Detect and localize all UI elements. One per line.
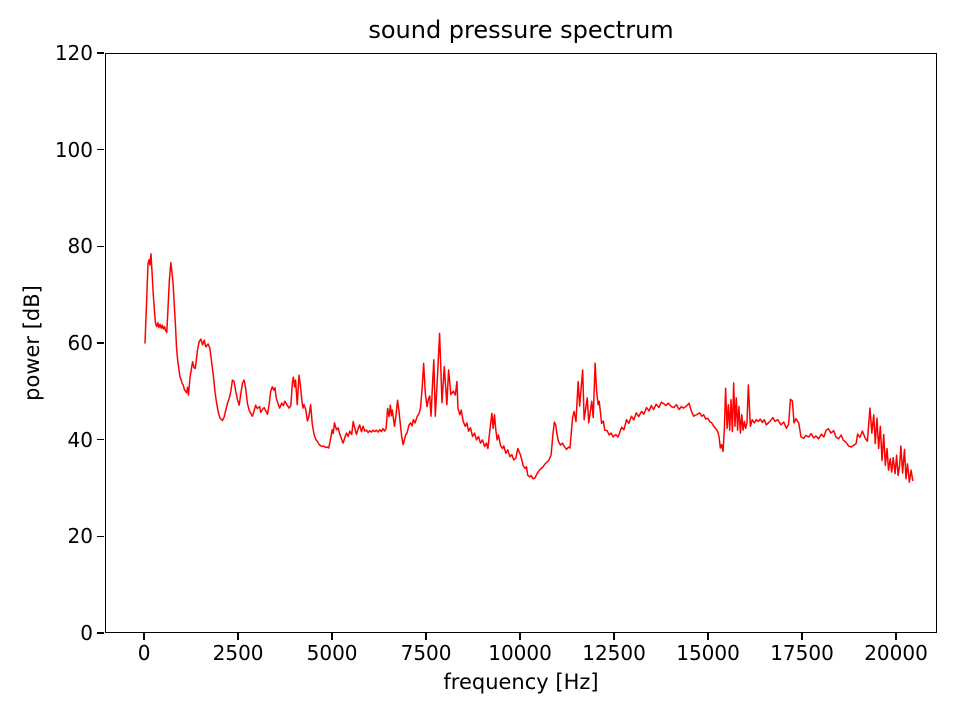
x-tick-mark <box>895 633 897 640</box>
x-tick-mark <box>143 633 145 640</box>
x-tick-label: 2500 <box>212 641 264 665</box>
y-tick-label: 20 <box>67 524 93 549</box>
y-tick-mark <box>97 148 104 151</box>
x-tick-label: 7500 <box>400 641 452 665</box>
plot-canvas <box>144 253 914 483</box>
y-tick-mark <box>97 52 104 54</box>
y-tick-label: 0 <box>80 621 93 645</box>
x-tick-label: 10000 <box>488 641 552 665</box>
x-tick-mark <box>425 633 427 640</box>
y-tick-label: 80 <box>67 234 93 259</box>
y-tick-label: 40 <box>67 427 93 452</box>
x-tick-label: 12500 <box>582 641 646 665</box>
x-tick-label: 5000 <box>306 641 358 665</box>
x-tick-label: 17500 <box>770 641 834 665</box>
x-axis-label: frequency [Hz] <box>443 670 599 694</box>
x-tick-label: 20000 <box>864 641 928 665</box>
x-tick-mark <box>801 633 803 640</box>
x-tick-mark <box>613 633 615 640</box>
y-tick-mark <box>97 342 104 344</box>
y-tick-mark <box>97 438 104 441</box>
x-tick-label: 15000 <box>676 641 740 665</box>
x-tick-mark <box>519 633 521 640</box>
spectrum-line <box>144 253 914 483</box>
y-tick-label: 100 <box>54 137 93 162</box>
y-tick-mark <box>97 632 104 634</box>
plot-area <box>105 53 937 633</box>
x-tick-mark <box>707 633 709 640</box>
y-tick-label: 120 <box>54 41 93 65</box>
y-tick-label: 60 <box>67 331 93 355</box>
y-tick-mark <box>97 535 104 538</box>
x-tick-label: 0 <box>137 641 151 665</box>
x-tick-mark <box>331 633 333 640</box>
chart-title: sound pressure spectrum <box>368 16 674 44</box>
y-tick-mark <box>97 245 104 248</box>
y-axis-label: power [dB] <box>20 285 44 401</box>
x-tick-mark <box>237 633 239 640</box>
